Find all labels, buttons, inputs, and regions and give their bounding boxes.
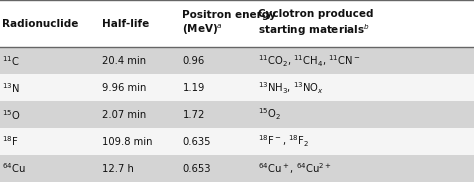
Text: Cyclotron produced
starting materials$^b$: Cyclotron produced starting materials$^b…: [258, 9, 374, 38]
Bar: [0, 101, 474, 128]
Text: 1.72: 1.72: [182, 110, 205, 120]
Text: 0.635: 0.635: [182, 137, 211, 147]
Bar: [0, 0, 474, 47]
Bar: [0, 128, 474, 155]
Text: 2.07 min: 2.07 min: [102, 110, 146, 120]
Text: 20.4 min: 20.4 min: [102, 56, 146, 66]
Text: 109.8 min: 109.8 min: [102, 137, 153, 147]
Text: $^{15}$O: $^{15}$O: [2, 108, 21, 122]
Text: $^{64}$Cu: $^{64}$Cu: [2, 162, 26, 175]
Text: 0.653: 0.653: [182, 164, 211, 173]
Bar: [0, 74, 474, 101]
Bar: [0, 155, 474, 182]
Text: Half-life: Half-life: [102, 19, 149, 29]
Text: $^{11}$CO$_2$, $^{11}$CH$_4$, $^{11}$CN$^-$: $^{11}$CO$_2$, $^{11}$CH$_4$, $^{11}$CN$…: [258, 53, 361, 69]
Text: $^{18}$F: $^{18}$F: [2, 135, 19, 149]
Text: $^{15}$O$_2$: $^{15}$O$_2$: [258, 107, 281, 122]
Text: $^{13}$N: $^{13}$N: [2, 81, 20, 95]
Text: 12.7 h: 12.7 h: [102, 164, 134, 173]
Text: $^{11}$C: $^{11}$C: [2, 54, 20, 68]
Text: Positron energy
(MeV)$^a$: Positron energy (MeV)$^a$: [182, 10, 276, 37]
Text: $^{64}$Cu$^+$, $^{64}$Cu$^{2+}$: $^{64}$Cu$^+$, $^{64}$Cu$^{2+}$: [258, 161, 332, 176]
Text: 0.96: 0.96: [182, 56, 205, 66]
Text: 1.19: 1.19: [182, 83, 205, 93]
Bar: [0, 47, 474, 74]
Text: Radionuclide: Radionuclide: [2, 19, 79, 29]
Text: $^{13}$NH$_3$, $^{13}$NO$_x$: $^{13}$NH$_3$, $^{13}$NO$_x$: [258, 80, 325, 96]
Text: 9.96 min: 9.96 min: [102, 83, 146, 93]
Text: $^{18}$F$^-$, $^{18}$F$_2$: $^{18}$F$^-$, $^{18}$F$_2$: [258, 134, 310, 149]
